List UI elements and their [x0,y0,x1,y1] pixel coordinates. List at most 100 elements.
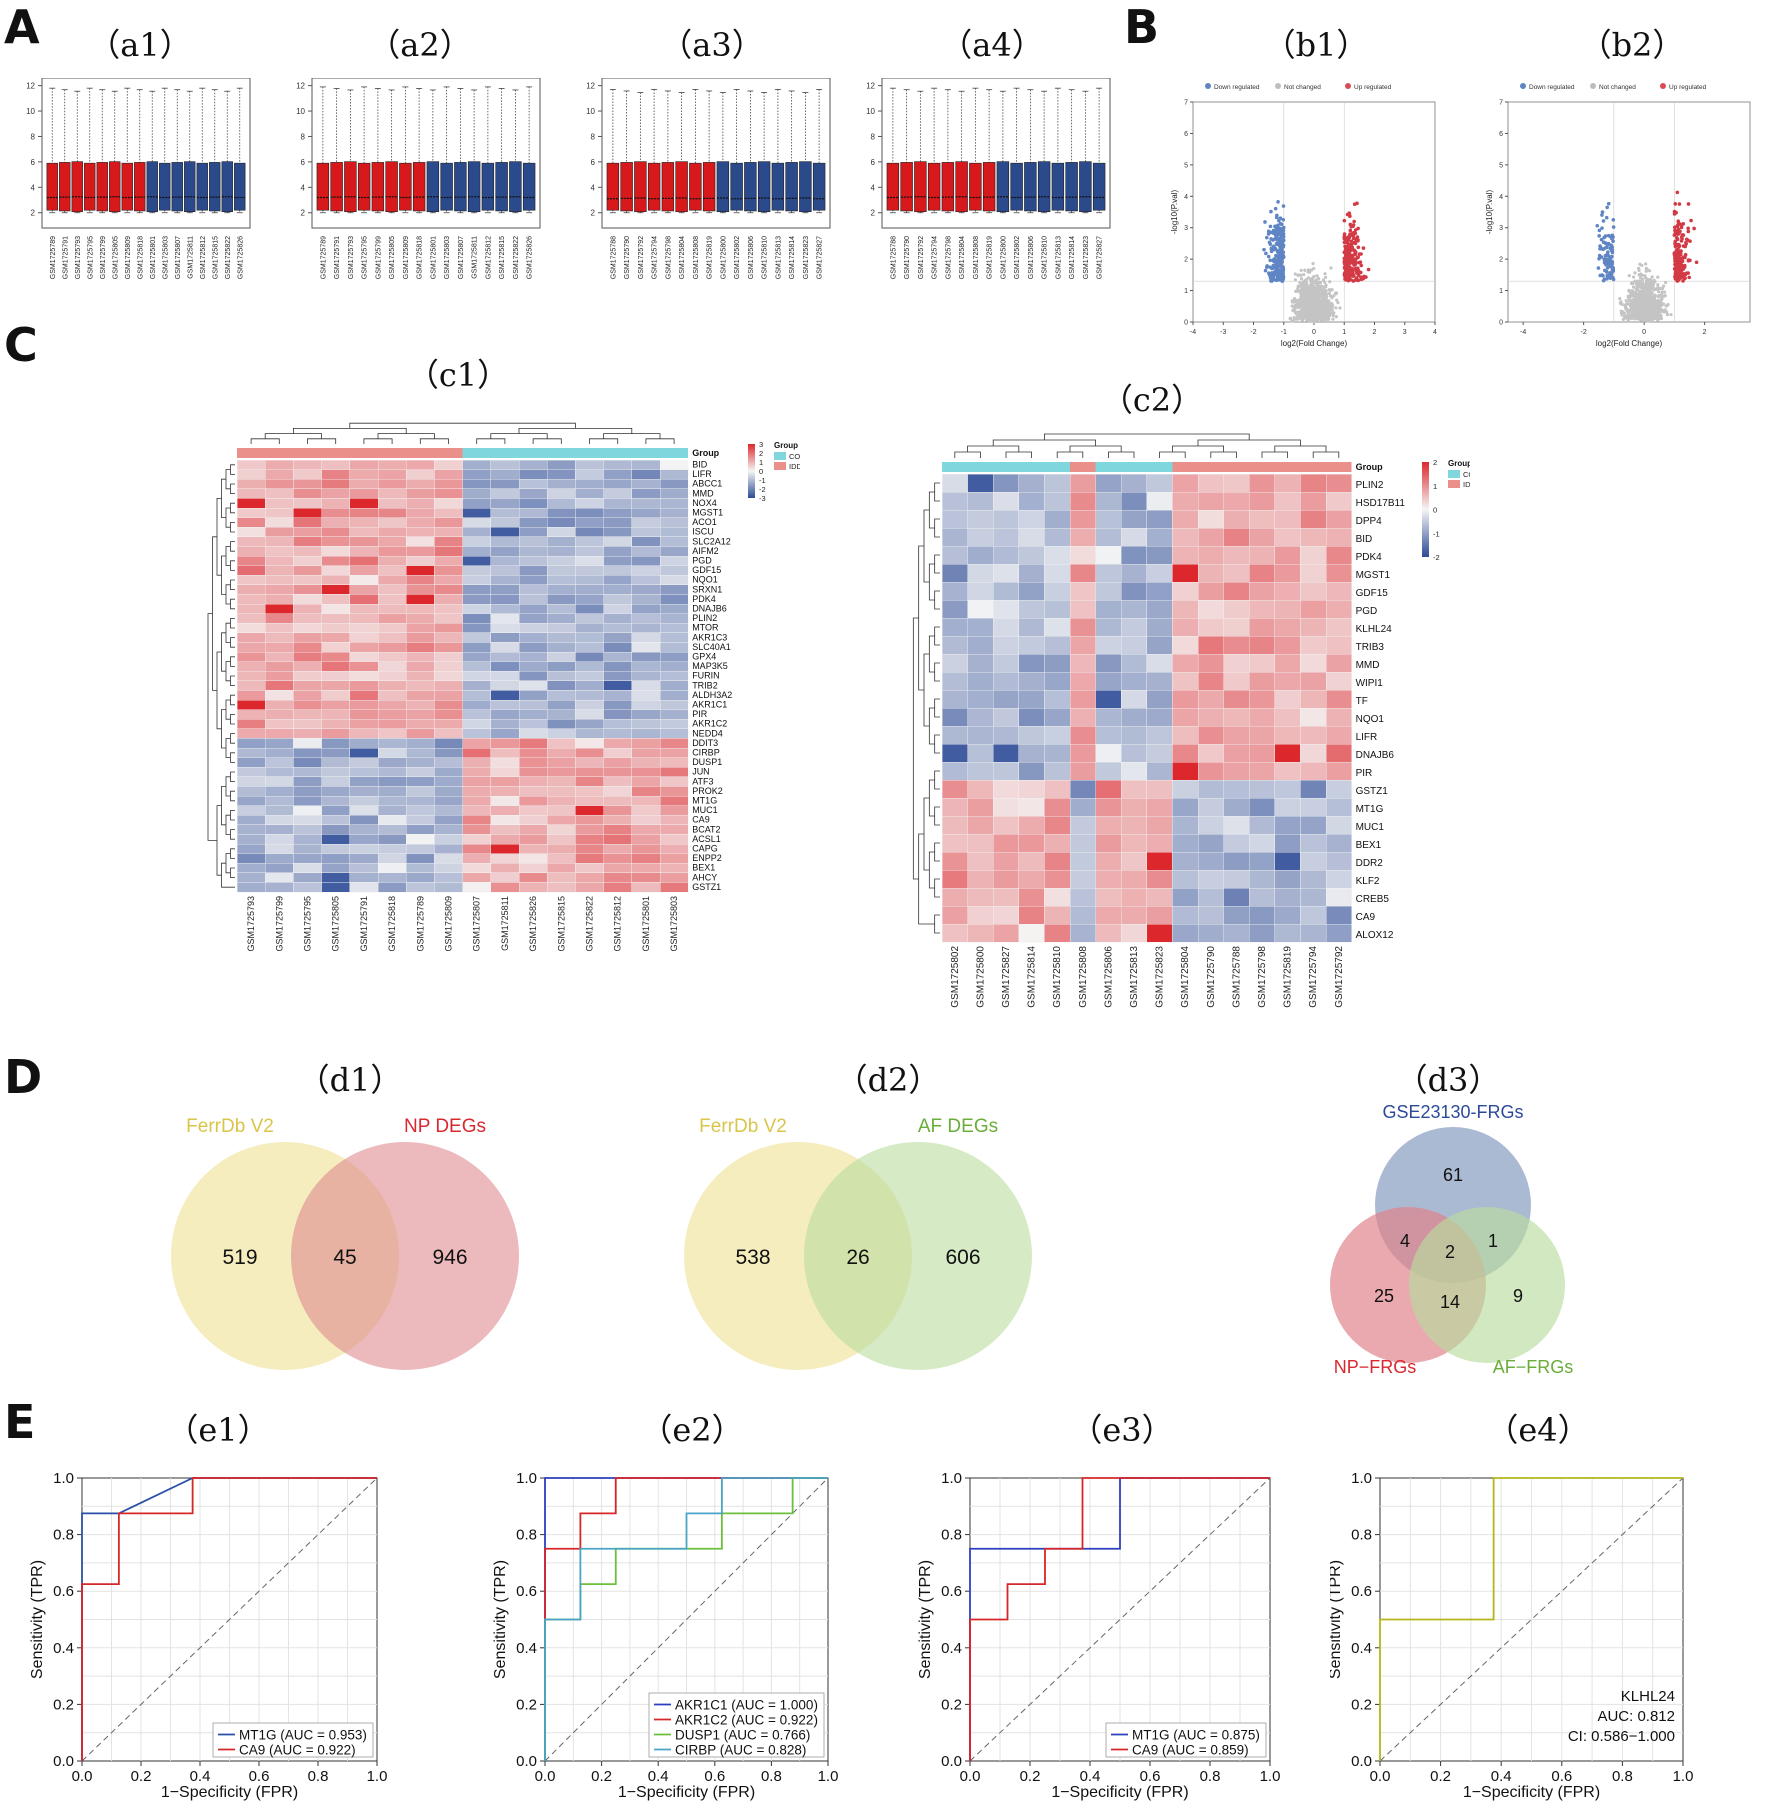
sample-label: GSM1725793 [348,236,355,279]
heat-cell [490,776,520,787]
point-up [1348,222,1353,227]
heat-cell [349,574,379,585]
heat-cell [631,488,661,499]
point-not-changed [1628,295,1632,299]
heat-cell [1018,509,1045,529]
heat-cell [547,824,576,835]
heat-cell [236,594,266,605]
heat-cell [405,555,435,566]
heat-cell [405,603,435,614]
dendrogram-branch [216,651,222,730]
heat-cell [575,757,604,768]
heat-cell [631,795,661,806]
heat-cell [1274,833,1301,853]
point-not-changed [1662,290,1667,294]
x-tick-label: 0.8 [1200,1768,1221,1785]
x-tick-label: 0.6 [1140,1768,1161,1785]
sample-label: GSM1725811 [187,236,194,279]
dendrogram-branch [1056,451,1084,458]
heat-cell [1095,923,1122,943]
x-tick-label: 0.0 [1370,1768,1391,1785]
heat-cell [377,546,407,557]
dendrogram-branch [603,433,661,439]
x-tick-label: 1.0 [818,1768,839,1785]
legend-swatch [774,462,786,470]
y-tick-label: 12 [296,82,305,91]
box-GSM1725789 [46,162,58,211]
point-not-changed [1328,280,1332,284]
column-label: GSM1725798 [1257,946,1268,1008]
legend-label: IDD [1463,480,1470,489]
heat-cell [967,869,994,889]
heat-cell [264,719,294,730]
heat-cell [321,632,350,643]
x-tick-label: 0.2 [1020,1768,1041,1785]
sample-label: GSM1725789 [50,236,57,279]
heat-cell [1223,725,1250,745]
y-tick-label: 4 [591,183,596,192]
point-not-changed [1312,266,1316,271]
legend-label: AKR1C1 (AUC = 1.000) [675,1698,818,1713]
box-GSM1725793 [344,161,357,213]
heat-cell [377,584,407,595]
heat-cell [631,709,661,720]
heat-cell [462,565,492,576]
point-down [1609,263,1614,267]
point-not-changed [1648,294,1652,299]
venn-circle-b [804,1142,1032,1370]
y-tick-label: 6 [1499,131,1503,138]
group-strip-cell [575,448,604,458]
heat-cell [1197,923,1224,943]
point-down [1269,275,1274,280]
point-up [1694,260,1699,265]
heat-cell [462,613,492,624]
heat-cell [631,834,661,845]
title-c1: （c1） [406,356,510,394]
heat-cell [1120,545,1147,565]
heat-cell [264,795,294,806]
heat-cell [293,498,322,509]
heat-cell [1018,581,1045,601]
sample-label: GSM1725810 [1042,236,1049,279]
heat-cell [1197,797,1224,817]
point-up [1672,212,1677,216]
point-not-changed [1624,299,1628,303]
x-tick-label: -4 [1190,329,1196,336]
point-not-changed [1329,304,1333,308]
heat-cell [575,795,604,806]
dendrogram-branch [230,522,235,533]
heat-cell [293,853,322,864]
dendrogram-branch [532,438,562,444]
heat-cell [518,594,548,605]
heat-cell [967,725,994,745]
heat-cell [967,887,994,907]
heat-cell [631,651,661,662]
heat-cell [321,478,350,489]
point-not-changed [1318,291,1322,295]
box-GSM1725799 [96,162,108,212]
sample-label: GSM1725804 [679,236,686,279]
point-down [1596,266,1601,270]
venn-count: 519 [222,1246,257,1269]
point-down [1273,230,1278,235]
point-down [1268,265,1272,269]
heat-cell [264,526,294,537]
heat-cell [236,613,266,624]
heat-cell [349,747,379,758]
heat-cell [377,555,407,566]
heat-cell [462,757,492,768]
heat-cell [264,786,294,797]
heat-cell [377,574,407,585]
heat-cell [236,478,266,489]
dendrogram-branch [225,814,231,835]
heat-cell [631,632,661,643]
legend-dot [1590,83,1596,89]
heat-cell [603,469,633,480]
point-not-changed [1627,308,1632,312]
heat-cell [1249,887,1276,907]
heat-cell [264,469,294,480]
point-down [1272,270,1277,274]
heat-cell [941,599,968,619]
heat-cell [434,584,463,595]
heat-cell [1069,779,1096,799]
